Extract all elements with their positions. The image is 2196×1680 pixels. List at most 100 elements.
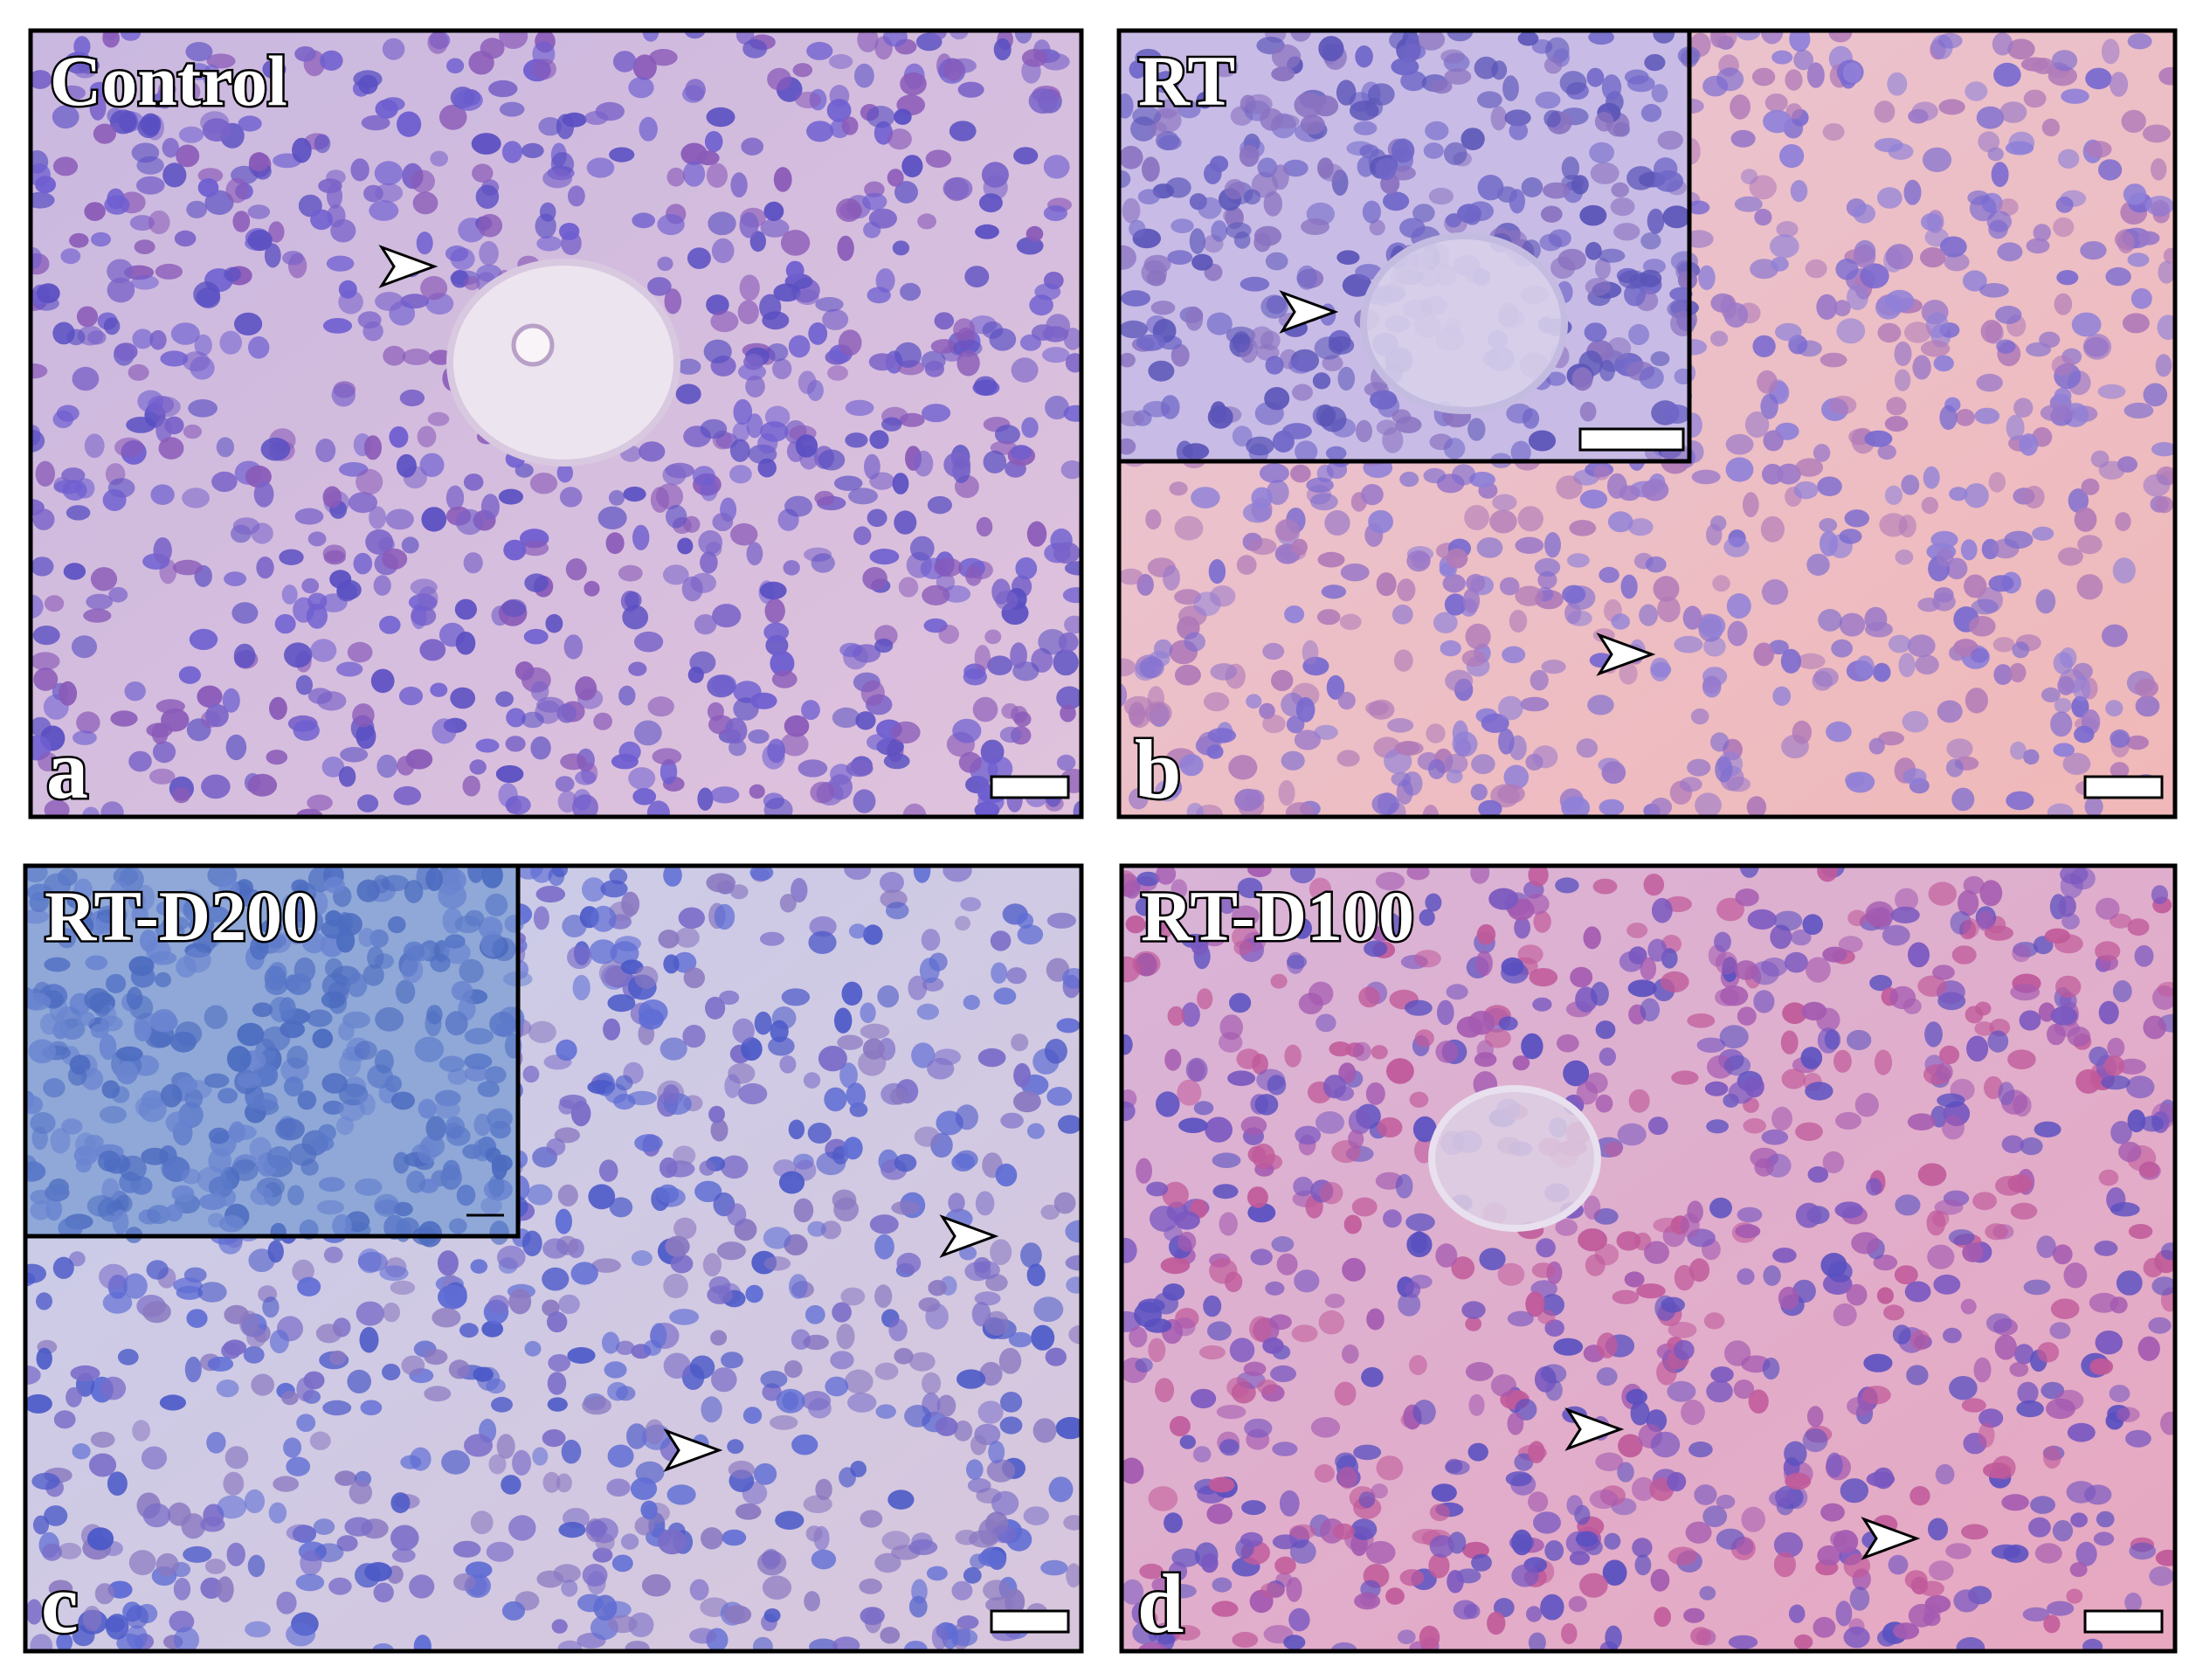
cell (1319, 1182, 1343, 1205)
cell (898, 577, 919, 598)
cell (1316, 609, 1341, 626)
cell (1123, 880, 1141, 899)
cell (2151, 885, 2168, 905)
cell (2122, 313, 2150, 334)
cell (1263, 190, 1282, 217)
cell (206, 53, 236, 69)
cell (2125, 1429, 2151, 1448)
cell (1197, 988, 1213, 1010)
cell (1576, 738, 1598, 758)
cell (1132, 1621, 1158, 1645)
cell (330, 218, 356, 243)
panel-border (1119, 863, 2178, 1654)
cell (1890, 906, 1920, 923)
cell (1737, 1206, 1763, 1223)
cell (1704, 1081, 1729, 1096)
cell (1160, 1257, 1191, 1275)
cell (885, 902, 909, 920)
cell (1698, 265, 1716, 291)
cell (770, 650, 795, 677)
cell (450, 247, 475, 271)
cell (2023, 89, 2047, 108)
cell (697, 787, 714, 811)
cell (659, 758, 678, 785)
cell (2110, 729, 2130, 748)
panel-letter: b (1135, 722, 1181, 816)
cell (1357, 156, 1375, 177)
cell (1409, 1091, 1429, 1108)
cell (848, 923, 867, 939)
cell (1613, 223, 1640, 241)
cell (993, 38, 1012, 61)
cell (44, 957, 71, 972)
cell (1991, 1544, 2021, 1559)
cell (1965, 688, 1988, 714)
cell (1971, 647, 1989, 663)
cell (318, 178, 342, 194)
cell (1806, 553, 1830, 577)
cell (1795, 458, 1824, 477)
cell (1296, 265, 1317, 290)
cell (710, 1118, 729, 1142)
cell (2101, 38, 2120, 65)
cell (1922, 147, 1952, 173)
cell (642, 31, 659, 42)
cell (1262, 714, 1286, 734)
cell (1885, 289, 1915, 313)
cell (547, 1372, 567, 1395)
cell (1773, 910, 1803, 931)
cell (52, 1256, 74, 1279)
cell (868, 353, 896, 371)
cell (1715, 951, 1737, 975)
cell (1995, 305, 2022, 324)
cell (186, 1309, 208, 1328)
cell (673, 951, 697, 973)
cell (1391, 409, 1412, 425)
vessel (446, 259, 680, 467)
cell (983, 1580, 1011, 1601)
cell (1660, 971, 1689, 992)
cell (547, 1311, 568, 1333)
cell (1168, 1561, 1188, 1581)
cell (739, 211, 759, 239)
cell (1336, 80, 1357, 106)
cell (1498, 695, 1523, 721)
cell (1488, 888, 1519, 910)
cell (1805, 259, 1827, 279)
cell (1674, 1339, 1695, 1360)
cell (2001, 1494, 2029, 1511)
cell (328, 1350, 347, 1365)
cell (379, 1265, 409, 1282)
cell (1761, 579, 1789, 605)
cell (31, 557, 54, 577)
cell (1068, 1324, 1081, 1345)
cell (785, 260, 805, 280)
cell (1146, 270, 1166, 287)
cell (1975, 1001, 1992, 1016)
cell (1770, 924, 1792, 950)
cell (1206, 312, 1233, 335)
cell (25, 866, 48, 882)
cell (1525, 1291, 1545, 1317)
cell (102, 1291, 133, 1314)
cell (93, 123, 116, 144)
cell (1561, 796, 1591, 817)
cell (1760, 515, 1785, 543)
cell (1192, 1446, 1212, 1462)
cell (2001, 1135, 2024, 1153)
cell (1684, 230, 1714, 248)
cell (367, 946, 384, 969)
cell (741, 137, 764, 156)
cell (488, 80, 518, 98)
cell (986, 1459, 1016, 1483)
cell (97, 905, 119, 923)
cell (185, 42, 213, 62)
cell (1932, 964, 1955, 980)
cell (455, 508, 484, 536)
cell (1831, 639, 1853, 658)
cell (1585, 241, 1602, 260)
cell (556, 703, 577, 723)
cell (223, 1471, 245, 1496)
cell (477, 213, 503, 238)
cell (1895, 549, 1914, 565)
